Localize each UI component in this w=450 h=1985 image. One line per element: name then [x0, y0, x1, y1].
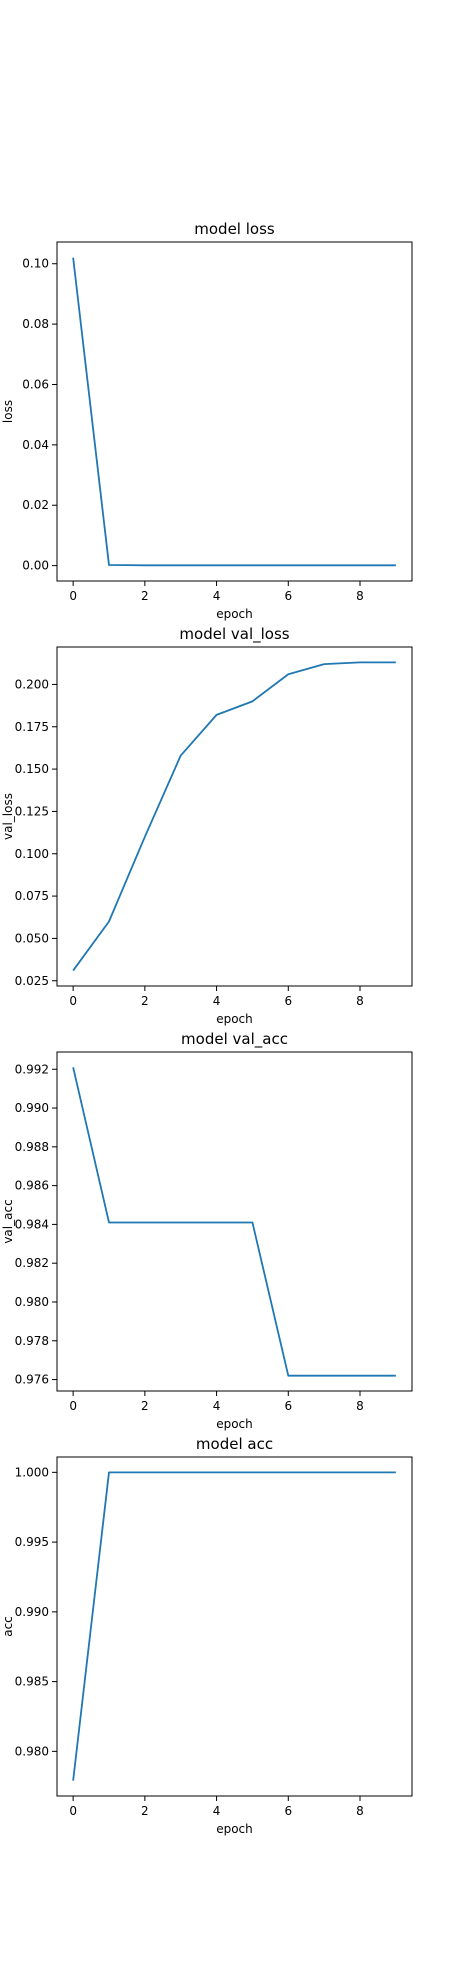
subplot-model-acc: model acc 0.980 0.985 0.990 0.995 1.000 0 2 4 6… [1, 1435, 413, 1836]
y-tick-label: 0.06 [22, 377, 49, 391]
y-tick-label: 0.08 [22, 317, 49, 331]
plot-frame [56, 1051, 413, 1392]
x-tick-group: 0 2 4 6 8 [69, 581, 364, 603]
y-tick-label: 0.984 [15, 1217, 49, 1231]
y-tick-label: 0.200 [15, 677, 49, 691]
x-tick-label: 4 [213, 1399, 221, 1413]
y-tick-label: 1.000 [15, 1465, 49, 1479]
y-tick-group: 0.025 0.050 0.075 0.100 0.125 0.150 0.175 0.200 [15, 677, 57, 988]
y-tick-label: 0.988 [15, 1140, 49, 1154]
x-tick-label: 2 [141, 589, 149, 603]
subplot-model-val-acc: model val_acc 0.9760.9780.9800.9820.9840… [1, 1030, 413, 1431]
y-tick-label: 0.978 [15, 1334, 49, 1348]
y-tick-label: 0.125 [15, 804, 49, 818]
x-tick-label: 4 [213, 1804, 221, 1818]
x-tick-label: 4 [213, 994, 221, 1008]
plot-frame [56, 241, 413, 582]
y-tick-label: 0.175 [15, 720, 49, 734]
x-tick-label: 6 [284, 589, 292, 603]
y-tick-label: 0.992 [15, 1062, 49, 1076]
y-tick-label: 0.050 [15, 931, 49, 945]
x-tick-group: 0 2 4 6 8 [69, 1391, 364, 1413]
y-tick-label: 0.00 [22, 559, 49, 573]
y-axis-label: val_acc [1, 1199, 15, 1243]
x-tick-label: 8 [356, 589, 364, 603]
x-tick-label: 0 [69, 589, 77, 603]
series-group [72, 661, 396, 972]
series-line [72, 1471, 396, 1781]
x-axis-label: epoch [216, 1012, 253, 1026]
subplot-title: model val_loss [179, 625, 289, 644]
x-tick-label: 8 [356, 1399, 364, 1413]
x-tick-label: 0 [69, 1399, 77, 1413]
x-tick-label: 8 [356, 1804, 364, 1818]
y-tick-label: 0.985 [15, 1675, 49, 1689]
subplot-model-loss: model loss 0.00 0.02 0.04 0.06 0.08 0.10 0 2 4 6… [1, 220, 413, 621]
x-axis-label: epoch [216, 607, 253, 621]
series-group [72, 257, 396, 567]
series-line [72, 1067, 396, 1377]
x-axis-label: epoch [216, 1822, 253, 1836]
y-tick-label: 0.990 [15, 1605, 49, 1619]
series-line [72, 257, 396, 567]
x-tick-label: 6 [284, 994, 292, 1008]
y-tick-label: 0.980 [15, 1744, 49, 1758]
y-tick-label: 0.075 [15, 889, 49, 903]
x-tick-label: 2 [141, 1399, 149, 1413]
y-tick-label: 0.04 [22, 438, 49, 452]
y-tick-label: 0.990 [15, 1101, 49, 1115]
x-tick-label: 0 [69, 1804, 77, 1818]
y-tick-group: 0.976 0.978 0.980 0.982 0.984 0.986 0.988 0.990… [15, 1062, 57, 1387]
x-axis-label: epoch [216, 1417, 253, 1431]
x-tick-label: 2 [141, 994, 149, 1008]
plot-frame [56, 1456, 413, 1797]
subplot-title: model loss [194, 220, 275, 238]
x-tick-label: 6 [284, 1399, 292, 1413]
y-tick-label: 0.100 [15, 847, 49, 861]
subplot-title: model val_acc [181, 1030, 288, 1049]
y-tick-label: 0.986 [15, 1179, 49, 1193]
series-line [72, 661, 396, 972]
y-tick-label: 0.02 [22, 498, 49, 512]
x-tick-group: 0 2 4 6 8 [69, 1796, 364, 1818]
subplot-title: model acc [196, 1435, 273, 1453]
y-tick-label: 0.150 [15, 762, 49, 776]
y-axis-label: loss [1, 400, 15, 423]
plot-frame [56, 646, 413, 987]
y-tick-group: 0.00 0.02 0.04 0.06 0.08 0.10 [22, 257, 57, 573]
y-tick-label: 0.982 [15, 1256, 49, 1270]
y-tick-group: 0.980 0.985 0.990 0.995 1.000 [15, 1465, 57, 1758]
series-group [72, 1471, 396, 1781]
x-tick-label: 0 [69, 994, 77, 1008]
x-tick-label: 8 [356, 994, 364, 1008]
series-group [72, 1067, 396, 1377]
y-tick-label: 0.025 [15, 974, 49, 988]
y-tick-label: 0.10 [22, 257, 49, 271]
x-tick-label: 4 [213, 589, 221, 603]
y-tick-label: 0.976 [15, 1373, 49, 1387]
y-axis-label: acc [1, 1616, 15, 1637]
y-tick-label: 0.995 [15, 1535, 49, 1549]
x-tick-group: 0 2 4 6 8 [69, 986, 364, 1008]
y-tick-label: 0.980 [15, 1295, 49, 1309]
x-tick-label: 6 [284, 1804, 292, 1818]
y-axis-label: val_loss [1, 793, 15, 840]
x-tick-label: 2 [141, 1804, 149, 1818]
subplot-model-val-loss: model val_loss 0.025 0.050 0.075 0.100 0.125… [1, 625, 413, 1026]
